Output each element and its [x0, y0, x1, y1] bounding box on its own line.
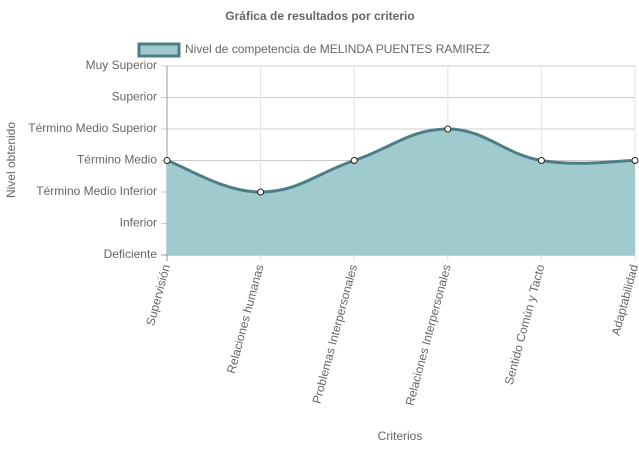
legend-label: Nivel de competencia de MELINDA PUENTES …	[185, 42, 490, 56]
point	[163, 157, 171, 164]
x-tick-label: Relaciones humanas	[224, 263, 267, 375]
area	[167, 129, 635, 255]
legend-swatch	[137, 42, 181, 58]
chart-title: Gráfica de resultados por criterio	[225, 9, 414, 23]
y-tick-label: Término Medio	[77, 153, 157, 167]
point	[350, 157, 358, 164]
x-axis-title: Criterios	[378, 429, 423, 443]
y-tick-label: Muy Superior	[86, 58, 157, 72]
point	[631, 157, 639, 164]
y-tick-label: Deficiente	[104, 247, 158, 261]
y-tick-label: Término Medio Superior	[28, 121, 157, 135]
x-tick-label: Supervisión	[143, 263, 173, 327]
line	[166, 127, 636, 194]
x-tick-label: Problemas Interpersonales	[310, 263, 361, 405]
y-tick-label: Inferior	[120, 216, 157, 230]
x-tick-label: Adaptabilidad	[609, 263, 639, 337]
x-tick-label: Sentido Común y Tacto	[502, 263, 548, 387]
y-tick-label: Superior	[112, 90, 157, 104]
point	[257, 188, 265, 196]
y-axis-title: Nivel obtenido	[4, 122, 18, 198]
point	[537, 157, 545, 164]
x-tick-label: Relaciones Interpersonales	[403, 263, 454, 407]
point	[444, 125, 452, 133]
y-tick-label: Término Medio Inferior	[36, 184, 157, 198]
